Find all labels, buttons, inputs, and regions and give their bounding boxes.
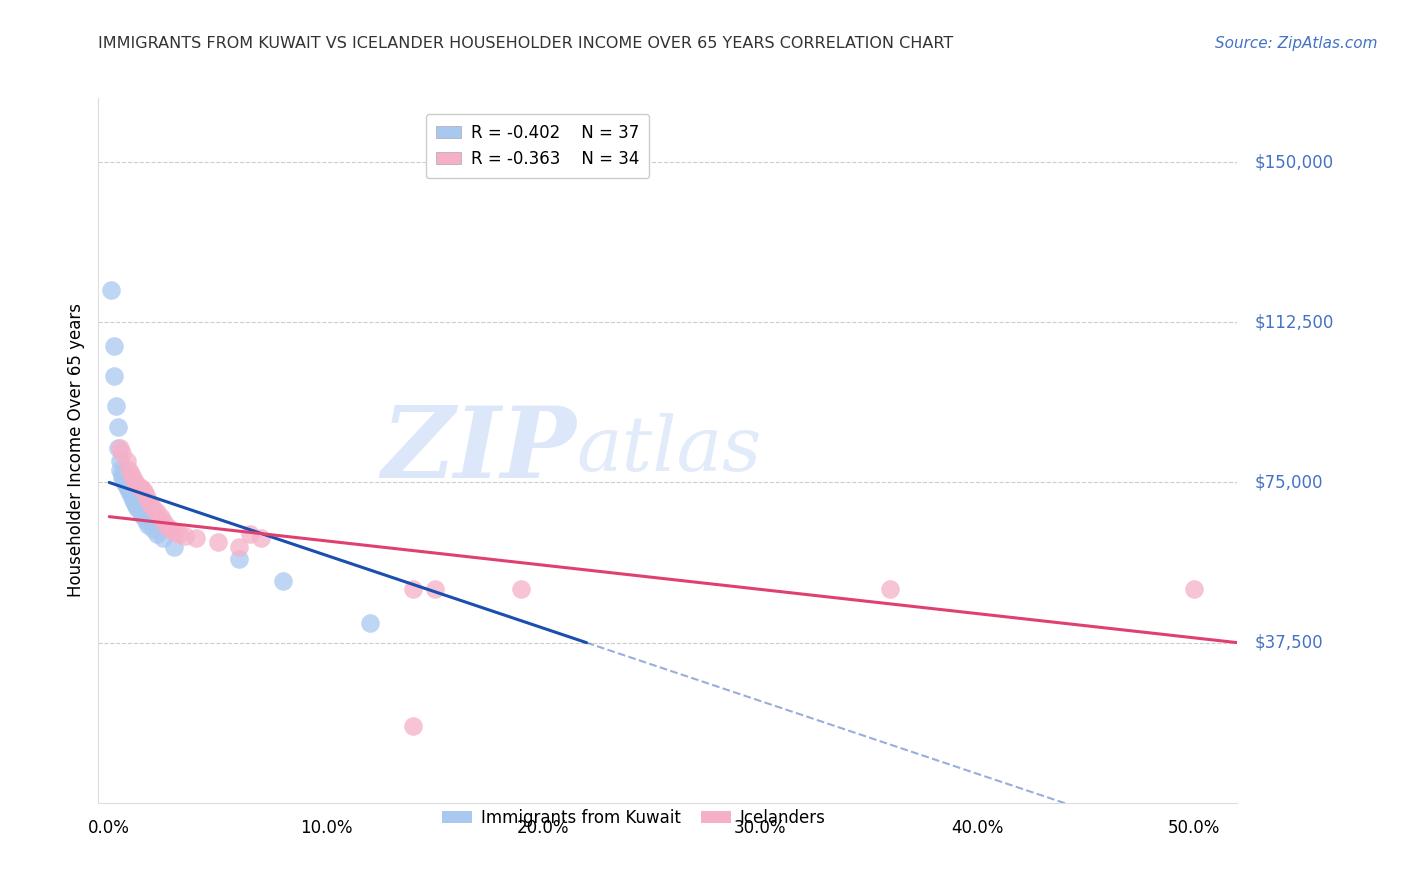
Point — [402, 719, 425, 733]
Point — [136, 492, 159, 507]
Point — [103, 368, 125, 383]
Point — [111, 471, 134, 485]
Text: atlas: atlas — [576, 414, 762, 487]
Point — [135, 514, 157, 528]
Point — [114, 475, 136, 490]
Point — [124, 475, 146, 490]
Point — [131, 505, 153, 519]
Point — [128, 480, 150, 494]
Point — [155, 518, 177, 533]
Point — [159, 523, 181, 537]
Point — [142, 501, 165, 516]
Point — [132, 483, 155, 498]
Point — [107, 442, 129, 456]
Point — [118, 482, 141, 496]
Point — [152, 531, 174, 545]
Point — [127, 477, 149, 491]
Point — [111, 467, 134, 481]
Point — [131, 508, 153, 522]
Point — [122, 471, 145, 485]
Point — [108, 463, 131, 477]
Point — [359, 616, 381, 631]
Text: Source: ZipAtlas.com: Source: ZipAtlas.com — [1215, 36, 1378, 51]
Point — [122, 491, 145, 505]
Point — [163, 540, 186, 554]
Text: $37,500: $37,500 — [1254, 633, 1323, 652]
Point — [271, 574, 294, 588]
Point — [207, 535, 229, 549]
Point — [150, 509, 173, 524]
Point — [423, 582, 446, 597]
Point — [174, 529, 197, 543]
Point — [124, 494, 146, 508]
Point — [136, 518, 159, 533]
Legend: Immigrants from Kuwait, Icelanders: Immigrants from Kuwait, Icelanders — [436, 802, 831, 833]
Text: ZIP: ZIP — [382, 402, 576, 499]
Point — [142, 523, 165, 537]
Point — [510, 582, 533, 597]
Point — [127, 501, 149, 516]
Point — [100, 283, 122, 297]
Point — [239, 526, 262, 541]
Point — [115, 454, 138, 468]
Point — [135, 488, 157, 502]
Point — [104, 399, 127, 413]
Point — [131, 482, 153, 496]
Point — [132, 509, 155, 524]
Point — [879, 582, 901, 597]
Point — [250, 531, 273, 545]
Point — [108, 442, 131, 456]
Point — [115, 480, 138, 494]
Point — [114, 474, 136, 488]
Point — [163, 524, 186, 539]
Point — [128, 503, 150, 517]
Point — [146, 505, 169, 519]
Point — [139, 497, 162, 511]
Text: $112,500: $112,500 — [1254, 313, 1334, 331]
Point — [120, 488, 142, 502]
Text: $150,000: $150,000 — [1254, 153, 1334, 171]
Point — [115, 477, 138, 491]
Point — [103, 339, 125, 353]
Point — [118, 483, 141, 498]
Point — [107, 420, 129, 434]
Point — [118, 463, 141, 477]
Point — [228, 540, 250, 554]
Y-axis label: Householder Income Over 65 years: Householder Income Over 65 years — [66, 303, 84, 598]
Point — [120, 467, 142, 481]
Point — [127, 499, 149, 513]
Text: $75,000: $75,000 — [1254, 474, 1323, 491]
Point — [122, 492, 145, 507]
Point — [120, 486, 142, 500]
Point — [402, 582, 425, 597]
Point — [228, 552, 250, 566]
Point — [108, 454, 131, 468]
Point — [111, 445, 134, 459]
Point — [146, 526, 169, 541]
Point — [167, 526, 190, 541]
Point — [124, 497, 146, 511]
Point — [152, 514, 174, 528]
Text: IMMIGRANTS FROM KUWAIT VS ICELANDER HOUSEHOLDER INCOME OVER 65 YEARS CORRELATION: IMMIGRANTS FROM KUWAIT VS ICELANDER HOUS… — [98, 36, 953, 51]
Point — [184, 531, 207, 545]
Point — [1182, 582, 1205, 597]
